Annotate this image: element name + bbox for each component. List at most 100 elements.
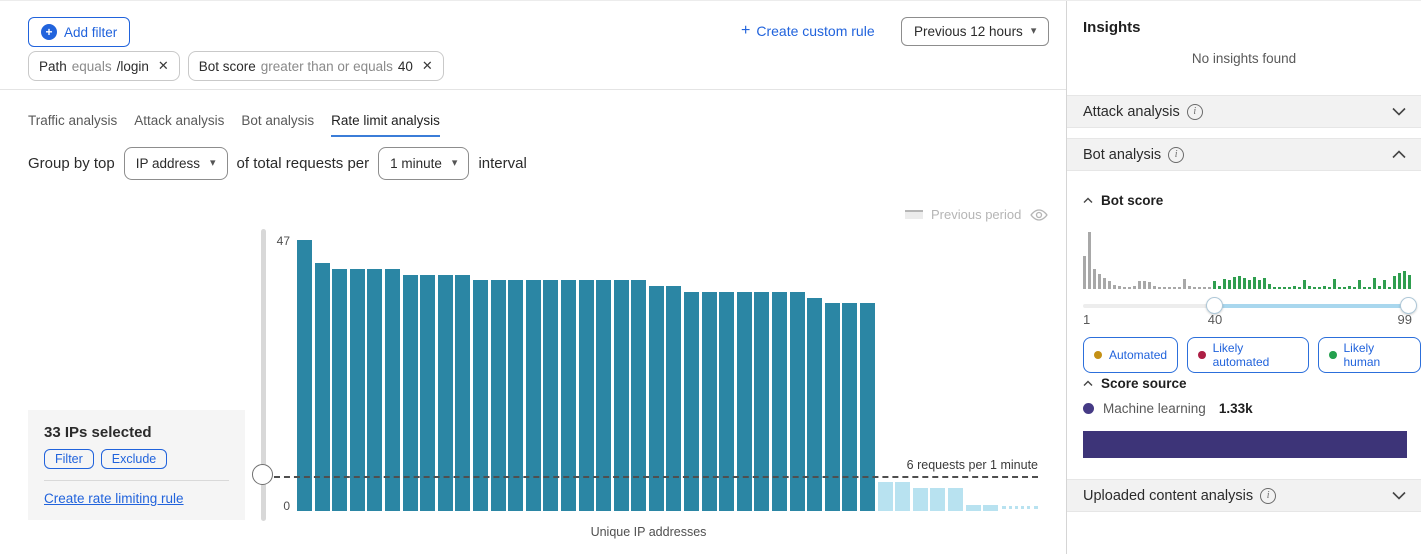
histogram-bar: [1323, 286, 1326, 289]
filter-button[interactable]: Filter: [44, 449, 94, 469]
chart-bar[interactable]: [895, 482, 911, 511]
badge-automated[interactable]: Automated: [1083, 337, 1179, 373]
histogram-bar: [1173, 287, 1176, 289]
chart-bar[interactable]: [912, 487, 928, 511]
section-attack-analysis[interactable]: Attack analysis i: [1067, 95, 1421, 128]
no-insights-message: No insights found: [1191, 51, 1297, 66]
chart-bar[interactable]: [666, 286, 682, 511]
chart-bar[interactable]: [684, 291, 700, 511]
histogram-bar: [1188, 286, 1191, 289]
bot-score-collapse-toggle[interactable]: Bot score: [1083, 193, 1163, 208]
dimension-value: IP address: [135, 156, 201, 171]
chart-bar[interactable]: [560, 280, 576, 511]
tab-traffic-analysis[interactable]: Traffic analysis: [28, 113, 118, 128]
chart-bar[interactable]: [367, 268, 383, 511]
chart-bar[interactable]: [349, 268, 365, 511]
chart-bar[interactable]: [420, 274, 436, 511]
chart-bar[interactable]: [508, 280, 524, 511]
chart-bar[interactable]: [297, 240, 312, 511]
chart-bar[interactable]: [860, 303, 875, 511]
histogram-bar: [1373, 278, 1376, 289]
create-rate-limiting-rule-link[interactable]: Create rate limiting rule: [44, 491, 184, 506]
histogram-bar: [1263, 278, 1266, 289]
chart-bar[interactable]: [525, 280, 541, 511]
histogram-bar: [1303, 280, 1306, 289]
score-source-collapse-toggle[interactable]: Score source: [1083, 376, 1187, 391]
chart-bar[interactable]: [472, 280, 488, 511]
histogram-bar: [1348, 286, 1351, 289]
chart-bar[interactable]: [754, 291, 770, 511]
selection-count: 33 IPs selected: [44, 424, 152, 441]
histogram-bar: [1333, 279, 1336, 289]
slider-selected-range[interactable]: [1214, 304, 1408, 308]
create-custom-rule-label: Create custom rule: [756, 23, 875, 39]
remove-filter-icon[interactable]: ✕: [157, 58, 169, 73]
tab-rate-limit-analysis[interactable]: Rate limit analysis: [331, 113, 440, 137]
histogram-bar: [1368, 287, 1371, 289]
histogram-bar: [1248, 280, 1251, 289]
chart-bar[interactable]: [455, 274, 471, 511]
line-swatch-icon: [905, 210, 923, 219]
chart-bar[interactable]: [631, 280, 647, 511]
filter-chip[interactable]: Bot score greater than or equals 40 ✕: [187, 51, 444, 81]
chart-bar[interactable]: [596, 280, 612, 511]
slider-handle-lower[interactable]: [1206, 297, 1223, 314]
section-uploaded-content-analysis[interactable]: Uploaded content analysis i: [1067, 479, 1421, 512]
chart-bar[interactable]: [384, 268, 400, 511]
chart-bar[interactable]: [701, 291, 717, 511]
chart-bar[interactable]: [772, 291, 788, 511]
info-icon[interactable]: i: [1186, 103, 1203, 120]
chart-bar[interactable]: [613, 280, 629, 511]
chart-bar[interactable]: [332, 268, 348, 511]
chart-bar[interactable]: [947, 487, 963, 511]
previous-period-legend[interactable]: Previous period: [905, 207, 1049, 222]
histogram-bar: [1198, 287, 1201, 289]
chart-bar[interactable]: [490, 280, 506, 511]
info-icon[interactable]: i: [1168, 146, 1185, 163]
filter-chip[interactable]: Path equals /login ✕: [28, 51, 180, 81]
chart-bar[interactable]: [824, 303, 840, 511]
badge-likely-automated[interactable]: Likely automated: [1187, 337, 1309, 373]
tick-label-min: 1: [1083, 312, 1091, 327]
interval-value: 1 minute: [390, 156, 442, 171]
histogram-bar: [1123, 287, 1126, 289]
section-bot-analysis[interactable]: Bot analysis i: [1067, 138, 1421, 171]
histogram-bar: [1148, 282, 1151, 289]
time-range-dropdown[interactable]: Previous 12 hours ▾: [901, 17, 1050, 46]
tab-bot-analysis[interactable]: Bot analysis: [241, 113, 315, 128]
chart-bar[interactable]: [842, 303, 858, 511]
chart-bar[interactable]: [314, 263, 330, 511]
histogram-bar: [1118, 286, 1121, 289]
chart-bar[interactable]: [543, 280, 559, 511]
chart-bar[interactable]: [789, 291, 805, 511]
chart-bar[interactable]: [965, 505, 981, 511]
chart-bar[interactable]: [578, 280, 594, 511]
histogram-bar: [1358, 280, 1361, 289]
slider-handle-upper[interactable]: [1400, 297, 1417, 314]
y-axis-tick-max: 47: [276, 234, 290, 248]
chart-bar[interactable]: [877, 482, 893, 511]
chart-bar[interactable]: [930, 487, 946, 511]
eye-icon[interactable]: [1029, 208, 1049, 222]
tab-attack-analysis[interactable]: Attack analysis: [134, 113, 225, 128]
exclude-button[interactable]: Exclude: [100, 449, 168, 469]
threshold-slider-handle[interactable]: [252, 464, 273, 485]
selection-panel: 33 IPs selected Filter Exclude Create ra…: [28, 410, 245, 520]
badge-likely-human[interactable]: Likely human: [1317, 337, 1421, 373]
remove-filter-icon[interactable]: ✕: [421, 58, 433, 73]
create-custom-rule-link[interactable]: + Create custom rule: [741, 23, 875, 40]
chart-bar[interactable]: [437, 274, 453, 511]
threshold-slider-track[interactable]: [261, 229, 266, 521]
chart-bar[interactable]: [402, 274, 418, 511]
chart-bar[interactable]: [983, 505, 999, 511]
dimension-dropdown[interactable]: IP address ▾: [123, 147, 228, 180]
interval-dropdown[interactable]: 1 minute ▾: [378, 147, 470, 180]
chart-bar[interactable]: [719, 291, 735, 511]
chart-bar[interactable]: [736, 291, 752, 511]
chart-bar[interactable]: [648, 286, 664, 511]
chart-bar[interactable]: [807, 297, 823, 511]
info-icon[interactable]: i: [1260, 487, 1277, 504]
histogram-bar: [1298, 287, 1301, 289]
add-filter-button[interactable]: + Add filter: [28, 17, 131, 47]
